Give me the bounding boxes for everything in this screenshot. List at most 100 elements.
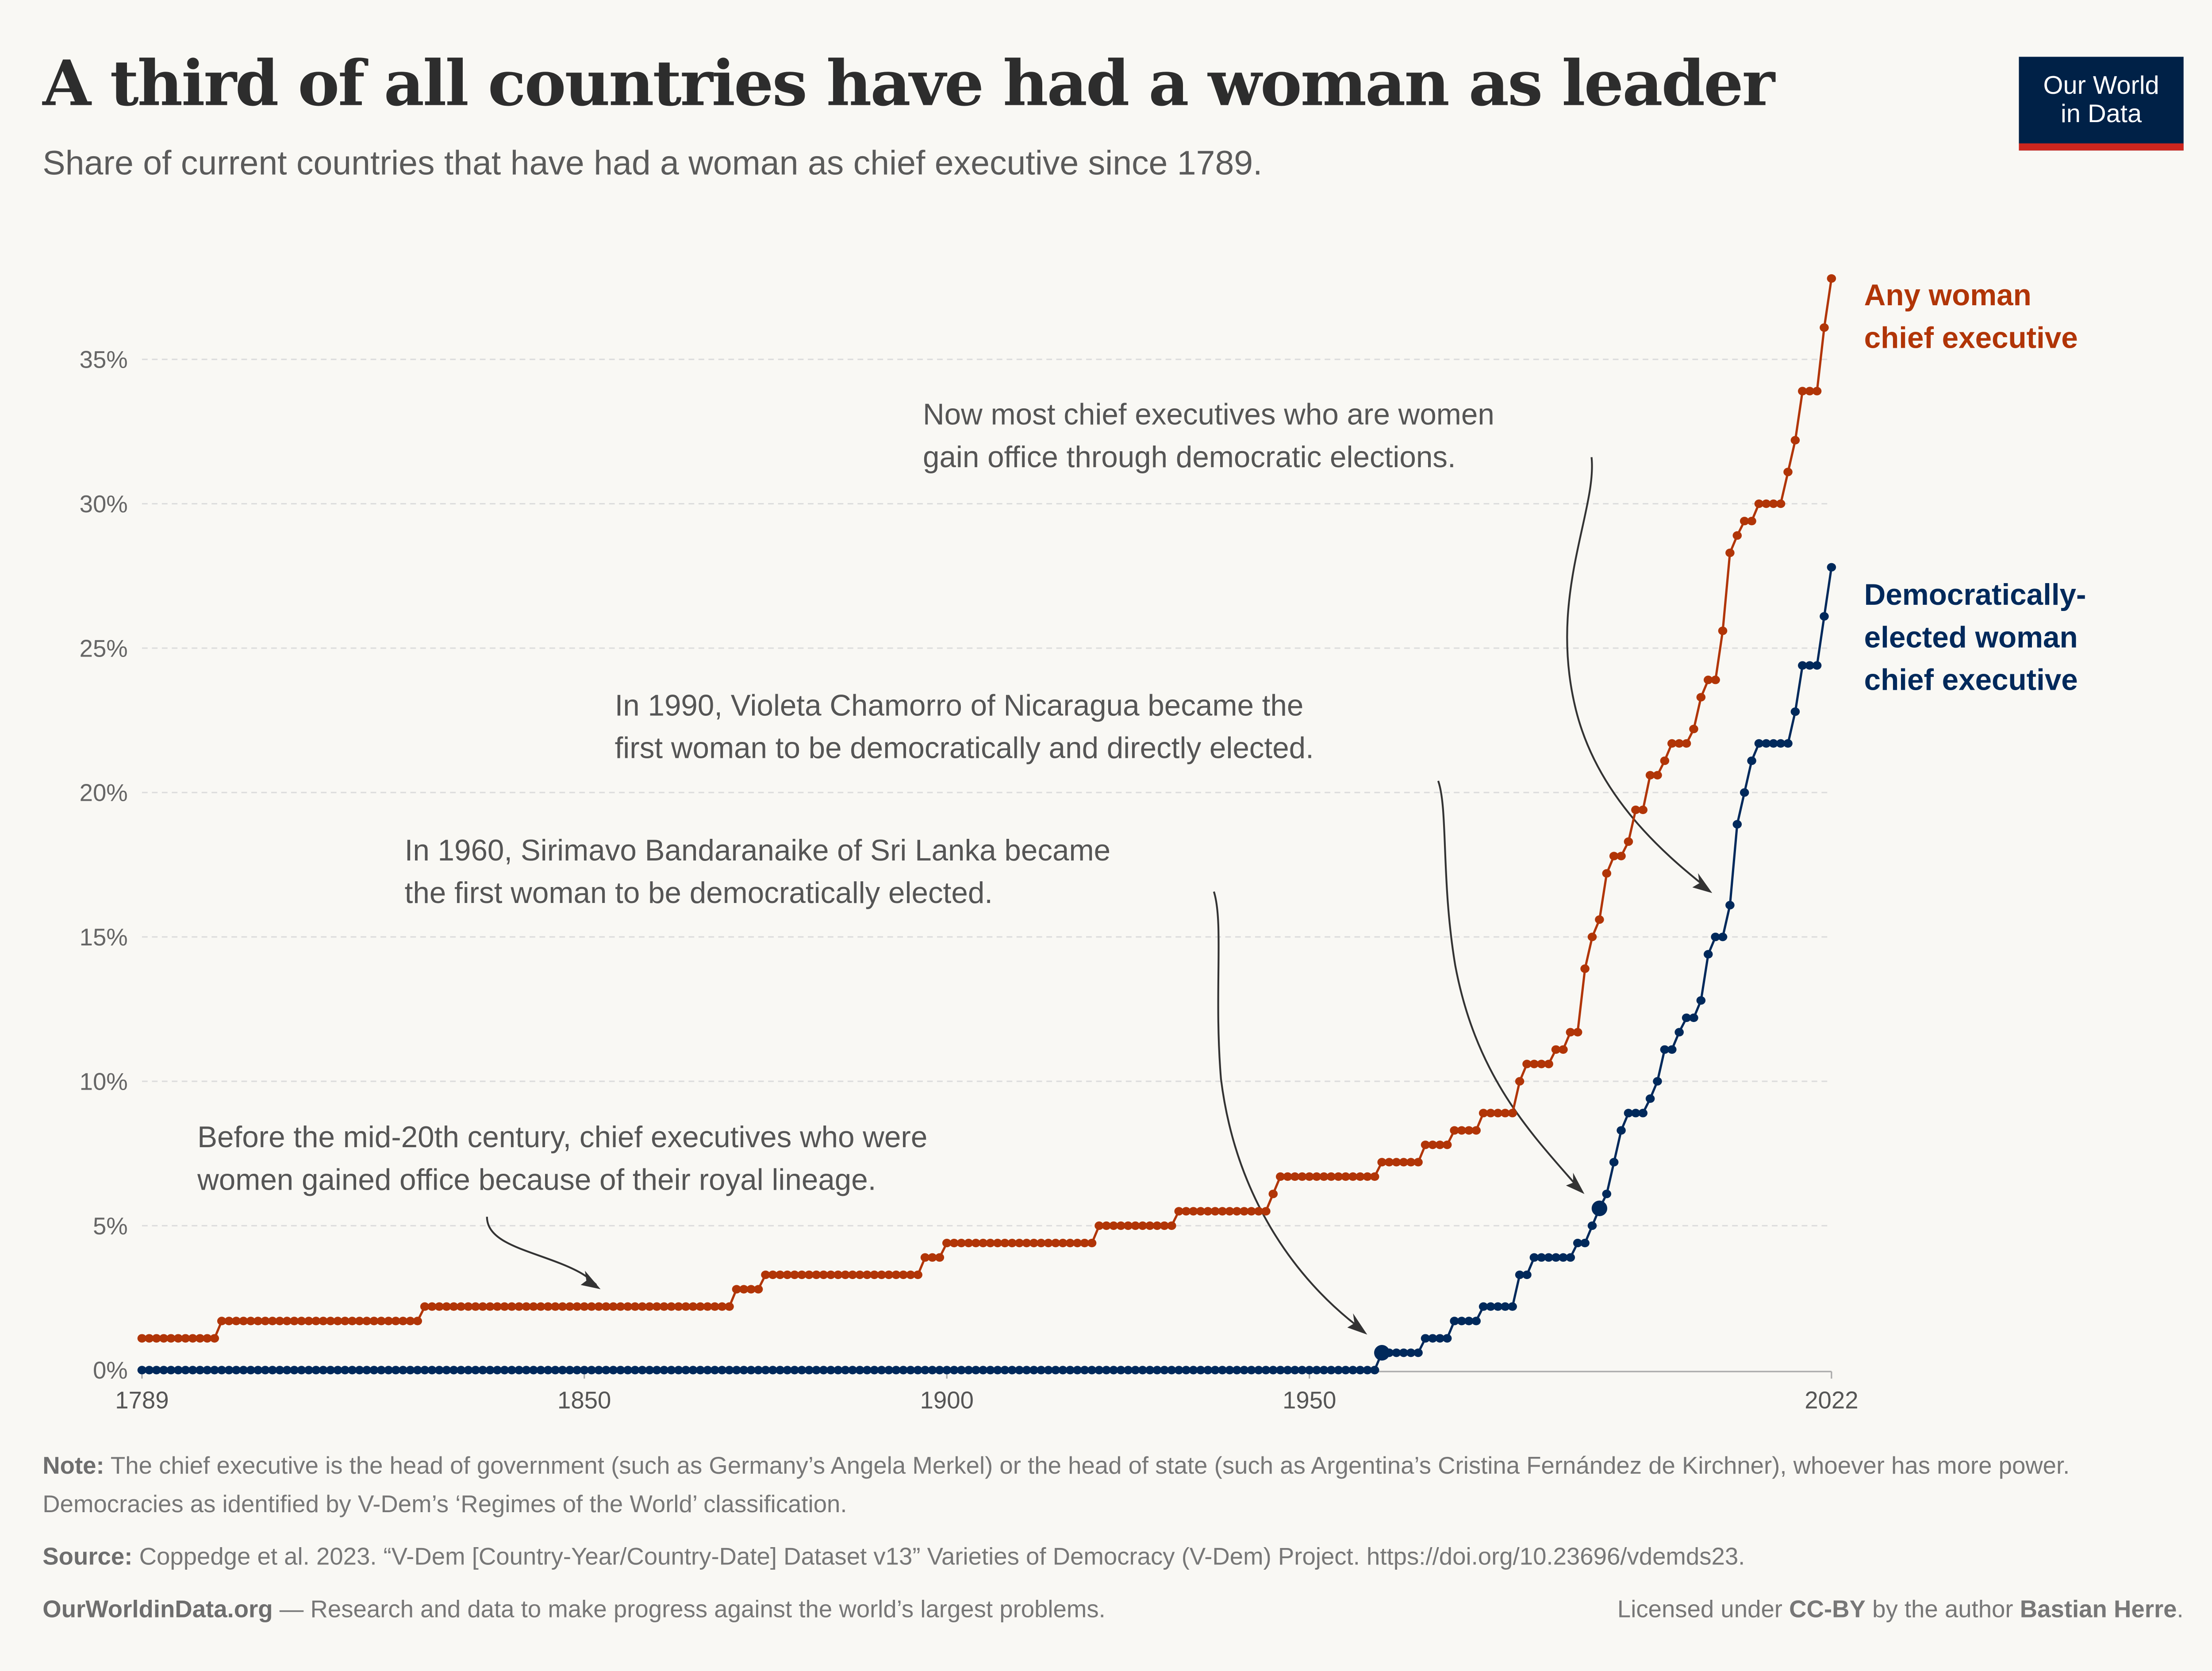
data-point xyxy=(326,1317,335,1325)
y-tick-label: 25% xyxy=(80,635,128,662)
data-point xyxy=(688,1366,698,1375)
data-point xyxy=(449,1366,458,1375)
data-point xyxy=(572,1366,582,1375)
data-point xyxy=(1356,1366,1365,1375)
data-point xyxy=(500,1302,509,1311)
data-point xyxy=(804,1366,814,1375)
owid-logo[interactable]: Our World in Data xyxy=(2019,57,2184,151)
data-point xyxy=(1181,1366,1191,1375)
data-point xyxy=(1653,771,1662,780)
data-point xyxy=(1123,1366,1133,1375)
data-point xyxy=(833,1270,843,1279)
data-point xyxy=(1116,1366,1125,1375)
data-point xyxy=(601,1302,611,1311)
data-point xyxy=(623,1366,633,1375)
data-point xyxy=(884,1366,894,1375)
data-point xyxy=(1653,1077,1662,1086)
data-point xyxy=(231,1366,241,1375)
data-point xyxy=(1102,1221,1111,1230)
series-democratically-elected xyxy=(137,563,1836,1375)
data-point xyxy=(492,1366,502,1375)
license-link[interactable]: CC-BY xyxy=(1789,1596,1866,1623)
data-point xyxy=(1413,1158,1423,1167)
data-point xyxy=(1239,1207,1249,1216)
data-point xyxy=(1203,1207,1213,1216)
data-point xyxy=(920,1253,930,1262)
data-point xyxy=(1442,1141,1452,1149)
data-point xyxy=(1073,1366,1082,1375)
data-point xyxy=(1479,1302,1488,1311)
data-point xyxy=(1406,1158,1416,1167)
data-point xyxy=(949,1366,959,1375)
legend-label-any-woman: Any woman chief executive xyxy=(1864,279,2078,354)
data-point xyxy=(993,1366,1002,1375)
data-point xyxy=(464,1302,473,1311)
data-point xyxy=(703,1366,712,1375)
data-point xyxy=(434,1302,444,1311)
data-point xyxy=(1580,964,1590,973)
highlighted-point xyxy=(1374,1345,1390,1361)
data-point xyxy=(1805,387,1814,396)
data-point xyxy=(1348,1366,1358,1375)
data-point xyxy=(1377,1158,1386,1167)
data-point xyxy=(1145,1221,1155,1230)
data-point xyxy=(956,1239,966,1248)
data-point xyxy=(391,1317,400,1325)
data-point xyxy=(1536,1060,1546,1068)
data-point xyxy=(797,1366,806,1375)
site-link[interactable]: OurWorldinData.org xyxy=(42,1596,273,1623)
data-point xyxy=(703,1302,712,1311)
logo-line-2: in Data xyxy=(2061,99,2142,128)
data-point xyxy=(790,1366,799,1375)
data-point xyxy=(1290,1172,1300,1181)
x-tick-label: 1850 xyxy=(557,1387,611,1414)
data-point xyxy=(572,1302,582,1311)
data-point xyxy=(1776,499,1786,508)
data-point xyxy=(971,1366,981,1375)
data-point xyxy=(1037,1239,1046,1248)
data-point xyxy=(340,1317,350,1325)
y-tick-label: 35% xyxy=(80,346,128,373)
annotation-line: first woman to be democratically and dir… xyxy=(615,732,1314,765)
data-point xyxy=(1515,1077,1525,1086)
data-point xyxy=(152,1334,161,1343)
data-point xyxy=(1247,1207,1256,1216)
data-point xyxy=(340,1366,350,1375)
data-point xyxy=(1638,805,1647,814)
data-point xyxy=(347,1317,357,1325)
data-point xyxy=(289,1366,299,1375)
data-point xyxy=(565,1302,575,1311)
data-point xyxy=(1754,739,1764,748)
data-point xyxy=(1123,1221,1133,1230)
data-point xyxy=(1225,1207,1234,1216)
footer-license: Licensed under CC-BY by the author Basti… xyxy=(1617,1596,2184,1623)
data-point xyxy=(761,1366,770,1375)
arrowhead-icon xyxy=(580,1271,601,1289)
data-point xyxy=(1544,1060,1553,1068)
data-point xyxy=(1348,1172,1358,1181)
data-point xyxy=(224,1366,234,1375)
data-point xyxy=(601,1366,611,1375)
data-point xyxy=(180,1366,190,1375)
data-point xyxy=(1283,1172,1292,1181)
data-point xyxy=(783,1270,792,1279)
data-point xyxy=(369,1317,379,1325)
data-point xyxy=(246,1366,256,1375)
y-tick-label: 5% xyxy=(93,1213,128,1240)
data-point xyxy=(1732,531,1742,540)
data-point xyxy=(1486,1302,1495,1311)
data-point xyxy=(645,1302,654,1311)
data-point xyxy=(246,1317,256,1325)
data-point xyxy=(413,1317,422,1325)
data-point xyxy=(311,1366,321,1375)
data-point xyxy=(384,1366,393,1375)
data-point xyxy=(319,1366,328,1375)
annotation-royal-lineage: Before the mid-20th century, chief execu… xyxy=(197,1121,927,1289)
data-point xyxy=(1754,499,1764,508)
data-point xyxy=(1196,1366,1206,1375)
data-point xyxy=(776,1366,785,1375)
data-point xyxy=(1392,1348,1401,1357)
annotation-line: gain office through democratic elections… xyxy=(923,441,1456,474)
data-point xyxy=(978,1239,988,1248)
data-point xyxy=(1319,1172,1329,1181)
